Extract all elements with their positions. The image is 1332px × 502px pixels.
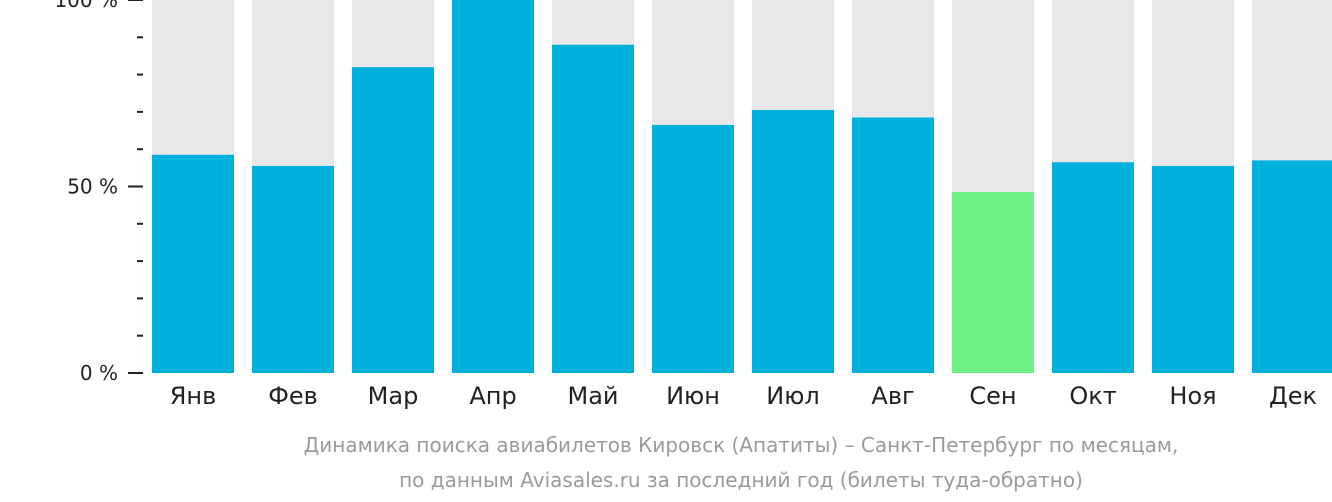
- x-tick-label: Июл: [766, 382, 820, 410]
- x-tick-label: Ноя: [1169, 382, 1216, 410]
- x-tick-label: Мар: [368, 382, 419, 410]
- x-tick-label: Апр: [469, 382, 516, 410]
- x-tick-label: Фев: [268, 382, 318, 410]
- bar-7: [752, 110, 834, 373]
- bar-10: [1052, 162, 1134, 373]
- x-tick-label: Июн: [666, 382, 720, 410]
- bar-2: [252, 165, 334, 373]
- bars: [152, 0, 1332, 374]
- x-axis-labels: Янв Фев Мар Апр Май Июн Июл Авг Сен Окт Ноя Дек: [170, 382, 1317, 410]
- caption-line-1: Динамика поиска авиабилетов Кировск (Апа…: [304, 433, 1179, 457]
- y-tick-label: 0 %: [80, 361, 118, 385]
- y-tick-label: 100 %: [54, 0, 118, 12]
- bar-4: [452, 0, 534, 373]
- x-tick-label: Авг: [871, 382, 914, 410]
- caption-line-2: по данным Aviasales.ru за последний год …: [399, 468, 1083, 492]
- bar-12: [1252, 160, 1332, 373]
- bar-5: [552, 44, 634, 373]
- x-tick-label: Окт: [1069, 382, 1116, 410]
- bar-8: [852, 117, 934, 374]
- y-axis: 0 % 50 % 100 %: [54, 0, 143, 385]
- bar-11: [1152, 165, 1234, 373]
- x-tick-label: Дек: [1269, 382, 1317, 410]
- x-tick-label: Май: [567, 382, 618, 410]
- x-tick-label: Янв: [170, 382, 217, 410]
- bar-1: [152, 154, 234, 373]
- bar-9: [952, 192, 1034, 373]
- y-tick-label: 50 %: [67, 175, 118, 199]
- x-tick-label: Сен: [969, 382, 1016, 410]
- bar-6: [652, 124, 734, 373]
- bar-3: [352, 67, 434, 373]
